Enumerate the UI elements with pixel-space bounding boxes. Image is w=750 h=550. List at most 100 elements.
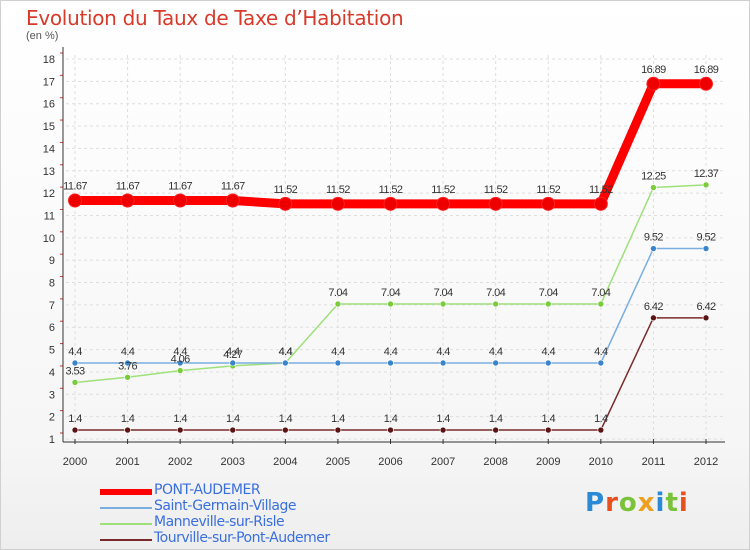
data-label: 4.4 <box>542 346 556 358</box>
legend-label: Manneville-sur-Risle <box>154 514 285 530</box>
x-tick-label: 2001 <box>115 456 139 468</box>
proxiti-logo: Proxiti <box>585 488 689 518</box>
legend-label: Saint-Germain-Village <box>154 498 296 514</box>
data-label: 4.4 <box>279 346 293 358</box>
data-label: 11.52 <box>536 184 560 196</box>
data-point <box>544 426 552 434</box>
data-point <box>173 193 188 208</box>
data-point <box>383 196 398 211</box>
logo-letter: i <box>655 488 666 518</box>
data-point <box>71 359 79 367</box>
data-point <box>124 359 131 367</box>
y-tick-label: 11 <box>44 210 55 222</box>
data-point <box>488 196 503 211</box>
data-label: 11.67 <box>221 180 245 192</box>
data-label: 7.04 <box>434 287 453 299</box>
data-label: 1.4 <box>436 413 450 425</box>
data-point <box>176 359 184 367</box>
y-tick-label: 15 <box>43 121 55 133</box>
data-label: 7.04 <box>381 287 400 299</box>
y-tick-label: 8 <box>49 278 55 290</box>
data-point <box>330 196 345 211</box>
x-tick-label: 2000 <box>63 456 87 468</box>
x-tick-label: 2008 <box>483 456 507 468</box>
data-label: 4.4 <box>121 346 135 358</box>
data-point <box>282 426 289 434</box>
data-label: 16.89 <box>641 64 666 76</box>
data-label: 11.67 <box>63 180 87 192</box>
legend-label: PONT-AUDEMER <box>154 482 261 498</box>
y-tick-label: 4 <box>49 367 55 379</box>
data-label: 11.67 <box>168 180 192 192</box>
data-point <box>597 426 605 434</box>
data-label: 3.53 <box>65 365 84 377</box>
data-point <box>225 193 240 208</box>
data-label: 4.4 <box>594 346 608 358</box>
data-label: 11.52 <box>379 184 403 196</box>
y-tick-label: 1 <box>49 434 55 446</box>
x-tick-label: 2012 <box>694 456 718 468</box>
y-tick-label: 13 <box>43 166 55 178</box>
data-label: 4.4 <box>489 346 503 358</box>
logo-letter: r <box>605 488 619 518</box>
data-label: 4.4 <box>226 346 240 358</box>
x-tick-label: 2005 <box>326 456 350 468</box>
data-point <box>597 300 605 308</box>
data-point <box>124 426 131 434</box>
data-point <box>229 359 237 367</box>
data-point <box>439 300 447 308</box>
data-point <box>702 245 710 252</box>
axes <box>60 47 725 444</box>
data-label: 6.42 <box>696 301 715 313</box>
data-label: 3.76 <box>118 360 137 372</box>
y-tick-label: 2 <box>49 412 55 424</box>
data-point <box>439 426 447 434</box>
data-point <box>646 76 661 91</box>
legend-label: Tourville-sur-Pont-Audemer <box>154 530 330 546</box>
data-point <box>492 300 499 308</box>
data-point <box>650 314 657 322</box>
data-point <box>71 426 79 434</box>
y-tick-label: 12 <box>43 188 55 200</box>
data-point <box>334 359 342 367</box>
data-label: 1.4 <box>594 413 608 425</box>
data-label: 4.4 <box>384 346 398 358</box>
y-tick-label: 14 <box>43 143 55 155</box>
data-label: 11.52 <box>484 184 508 196</box>
data-label: 9.52 <box>644 232 663 244</box>
data-point <box>597 359 605 367</box>
data-point <box>278 196 293 211</box>
data-point <box>492 359 499 367</box>
data-label: 4.06 <box>171 354 190 366</box>
data-label: 6.42 <box>644 301 663 313</box>
x-tick-label: 2006 <box>378 456 402 468</box>
data-label: 1.4 <box>331 413 345 425</box>
x-tick-label: 2004 <box>273 456 297 468</box>
data-point <box>68 193 82 208</box>
x-tick-label: 2007 <box>431 456 455 468</box>
data-point <box>282 359 289 367</box>
logo-letter: o <box>618 488 638 518</box>
legend-swatch <box>100 523 152 525</box>
data-label: 1.4 <box>542 413 556 425</box>
data-point <box>176 367 184 374</box>
data-point <box>650 245 657 252</box>
chart-unit: (en %) <box>26 30 59 42</box>
data-label: 9.52 <box>696 232 715 244</box>
logo-letter: i <box>678 488 689 518</box>
data-label: 4.4 <box>173 346 187 358</box>
y-tick-label: 5 <box>49 345 55 357</box>
data-point <box>544 300 552 308</box>
data-label: 4.4 <box>279 346 293 358</box>
grid-lines <box>66 55 725 440</box>
legend-swatch <box>100 507 152 509</box>
data-point <box>334 300 342 308</box>
data-point <box>439 359 447 367</box>
data-label: 12.25 <box>641 171 666 183</box>
x-tick-labels: 2000 2001 2002 2003 2004 2005 2006 2007 2008 2009… <box>63 456 718 468</box>
data-label: 1.4 <box>279 413 293 425</box>
y-tick-label: 18 <box>43 54 55 66</box>
x-tick-label: 2002 <box>168 456 192 468</box>
